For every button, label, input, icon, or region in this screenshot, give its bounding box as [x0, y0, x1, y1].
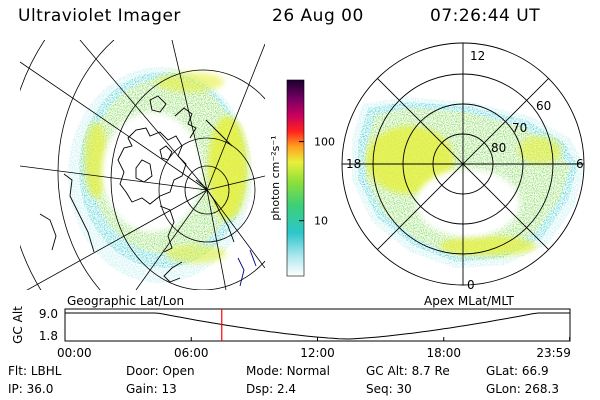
coastlines-blue — [237, 249, 257, 287]
altitude-xtick-label: 18:00 — [426, 346, 461, 360]
telemetry-glat: GLat: 66.9 — [486, 364, 549, 378]
colorbar-tick-label: 10 — [314, 215, 328, 228]
altitude-xtick-label: 12:00 — [300, 346, 335, 360]
mlat-label-80: 80 — [491, 141, 506, 155]
telemetry-gain: Gain: 13 — [126, 382, 177, 396]
latlon-grid — [20, 40, 265, 290]
telemetry-filter: Flt: LBHL — [8, 364, 62, 378]
telemetry-gc-alt: GC Alt: 8.7 Re — [366, 364, 450, 378]
aurora-oval-geographic — [68, 67, 252, 283]
altitude-xtick-label: 00:00 — [57, 346, 92, 360]
altitude-xticks: 00:00 06:00 12:00 18:00 23:59 — [57, 337, 571, 360]
geographic-map-label: Geographic Lat/Lon — [67, 294, 184, 308]
altitude-plot-frame — [64, 308, 571, 342]
aurora-oval-magnetic — [352, 97, 584, 268]
colorbar-tick-label: 100 — [314, 136, 335, 149]
telemetry-glon: GLon: 268.3 — [486, 382, 559, 396]
altitude-xtick-label: 23:59 — [536, 346, 571, 360]
mlat-label-70: 70 — [512, 121, 527, 135]
telemetry-door: Door: Open — [126, 364, 195, 378]
telemetry-mode: Mode: Normal — [246, 364, 330, 378]
date-label: 26 Aug 00 — [272, 6, 364, 26]
telemetry-ip: IP: 36.0 — [8, 382, 54, 396]
altitude-ylabel: GC Alt — [11, 306, 25, 344]
mlt-label-12: 12 — [470, 49, 485, 63]
magnetic-map-label: Apex MLat/MLT — [424, 294, 514, 308]
geographic-map — [20, 40, 265, 290]
mlt-label-0: 0 — [467, 278, 475, 292]
altitude-ytick-max: 9.0 — [39, 307, 58, 321]
mlt-label-18: 18 — [346, 157, 361, 171]
polar-labels: 12 18 6 0 60 70 80 — [346, 49, 584, 292]
time-label: 07:26:44 UT — [430, 6, 541, 26]
polar-plot: 12 18 6 0 60 70 80 — [341, 42, 585, 292]
polar-grid — [341, 42, 585, 286]
colorbar-unit-label: photon cm⁻²s⁻¹ — [269, 135, 282, 220]
colorbar-ticks: 100 10 — [299, 136, 335, 228]
mlt-label-6: 6 — [576, 157, 584, 171]
mlat-label-60: 60 — [536, 99, 551, 113]
telemetry-seq: Seq: 30 — [366, 382, 412, 396]
altitude-ytick-min: 1.8 — [39, 329, 58, 343]
altitude-xtick-label: 06:00 — [174, 346, 209, 360]
colorbar-gradient — [286, 79, 305, 277]
altitude-plot: GC Alt 9.0 1.8 00:00 06:00 12:00 18:00 23:59 — [11, 306, 571, 360]
colorbar: 100 10 photon cm⁻²s⁻¹ — [269, 79, 335, 277]
altitude-curve — [65, 312, 570, 340]
telemetry-dsp: Dsp: 2.4 — [246, 382, 297, 396]
instrument-title: Ultraviolet Imager — [18, 6, 181, 26]
